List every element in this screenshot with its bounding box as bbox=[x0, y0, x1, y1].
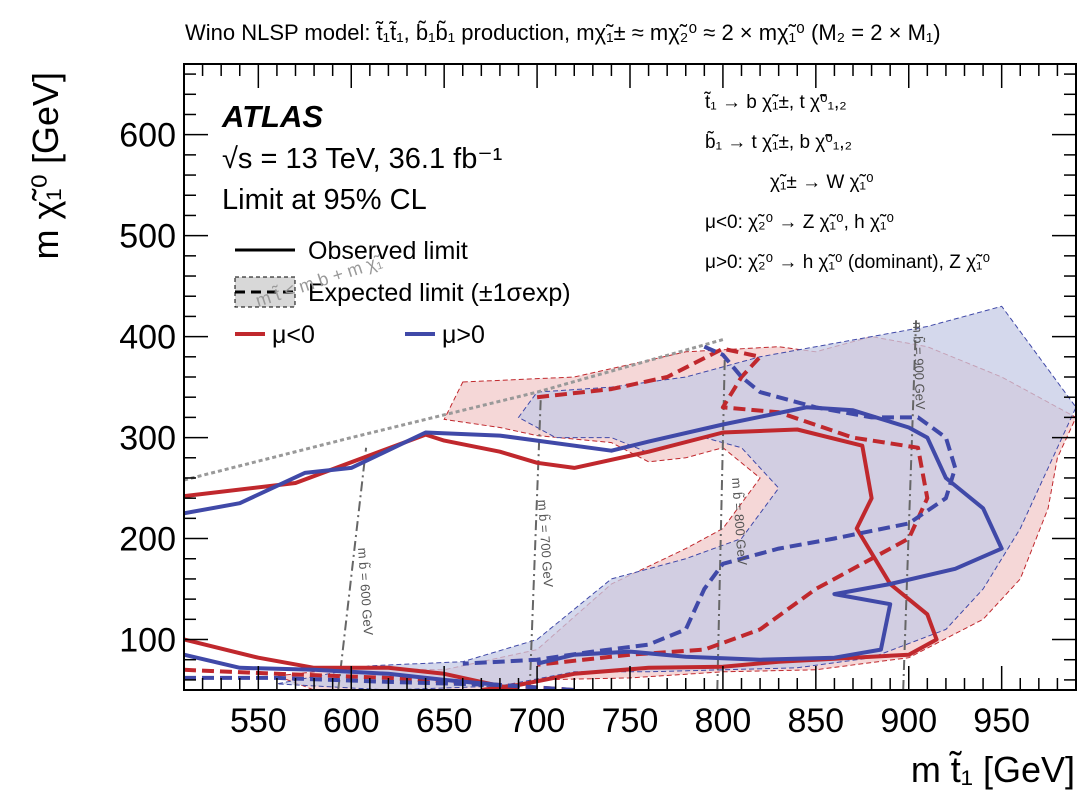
tick-labels: 550 600 650 700 750 800 850 900 950 100 200 300 400 5… bbox=[119, 117, 1030, 740]
x-axis-label: m t̃₁ [GeV] bbox=[911, 749, 1075, 790]
x-tick-label: 550 bbox=[230, 702, 287, 740]
x-tick-label: 650 bbox=[416, 702, 473, 740]
x-tick-label: 700 bbox=[509, 702, 566, 740]
x-tick-label: 600 bbox=[323, 702, 380, 740]
legend-mu-neg-text: μ<0 bbox=[272, 321, 315, 349]
observed-mu-pos-upper bbox=[184, 405, 1004, 666]
y-tick-label: 600 bbox=[119, 117, 176, 155]
chart-title: Wino NLSP model: t̃₁t̃₁, b̃₁b̃₁ producti… bbox=[185, 20, 941, 45]
decay-line: b̃₁ → t χ̃₁±, b χ̃⁰₁,₂ bbox=[705, 131, 852, 153]
sbottom-label-900: m b̃ = 900 GeV bbox=[910, 322, 928, 411]
sbottom-label-800: m b̃ = 800 GeV bbox=[729, 477, 750, 566]
decay-line: μ>0: χ̃₂⁰ → h χ̃₁⁰ (dominant), Z χ̃₁⁰ bbox=[705, 252, 990, 273]
cl-label: Limit at 95% CL bbox=[222, 184, 427, 216]
sbottom-mass-line bbox=[716, 356, 726, 690]
x-tick-label: 850 bbox=[787, 702, 844, 740]
axis-ticks bbox=[183, 64, 1077, 690]
sbottom-mass-line bbox=[337, 447, 368, 690]
y-tick-label: 500 bbox=[119, 218, 176, 256]
y-tick-label: 300 bbox=[119, 420, 176, 458]
energy-lumi-label: √s = 13 TeV, 36.1 fb⁻¹ bbox=[222, 143, 503, 175]
y-axis-label: m χ̃₁⁰ [GeV] bbox=[25, 72, 66, 260]
observed-mu-neg-upper bbox=[184, 427, 939, 690]
decay-line: χ̃₁± → W χ̃₁⁰ bbox=[770, 172, 874, 193]
legend-observed-text: Observed limit bbox=[308, 237, 468, 265]
sbottom-label-700: m b̃ = 700 GeV bbox=[535, 499, 556, 588]
legend-mu-pos-text: μ>0 bbox=[442, 321, 485, 349]
x-tick-label: 900 bbox=[880, 702, 937, 740]
legend-expected-text: Expected limit (±1σexp) bbox=[308, 279, 571, 307]
expected-mu-neg-lower bbox=[184, 667, 575, 690]
y-tick-label: 400 bbox=[119, 319, 176, 357]
legend: Observed limit Expected limit (±1σexp) μ… bbox=[234, 237, 571, 349]
sbottom-mass-line bbox=[902, 316, 918, 690]
experiment-label: ATLAS bbox=[221, 99, 323, 134]
x-tick-label: 800 bbox=[695, 702, 752, 740]
sbottom-label-600: m b̃ = 600 GeV bbox=[355, 547, 376, 636]
boundary-lines bbox=[184, 316, 918, 690]
expected-mu-neg-upper bbox=[536, 346, 930, 667]
expected-mu-pos-upper bbox=[462, 344, 958, 666]
sbottom-mass-line bbox=[528, 397, 542, 690]
decay-line: t̃₁ → b χ̃₁±, t χ̃⁰₁,₂ bbox=[703, 91, 846, 113]
y-tick-label: 200 bbox=[119, 521, 176, 559]
x-tick-label: 750 bbox=[602, 702, 659, 740]
decay-line: μ<0: χ̃₂⁰ → Z χ̃₁⁰, h χ̃₁⁰ bbox=[705, 212, 894, 233]
x-tick-label: 950 bbox=[973, 702, 1030, 740]
kinematic-boundary-line bbox=[184, 338, 724, 482]
y-tick-label: 100 bbox=[119, 622, 176, 660]
decay-annotations: t̃₁ → b χ̃₁±, t χ̃⁰₁,₂ b̃₁ → t χ̃₁±, b χ… bbox=[703, 91, 990, 273]
